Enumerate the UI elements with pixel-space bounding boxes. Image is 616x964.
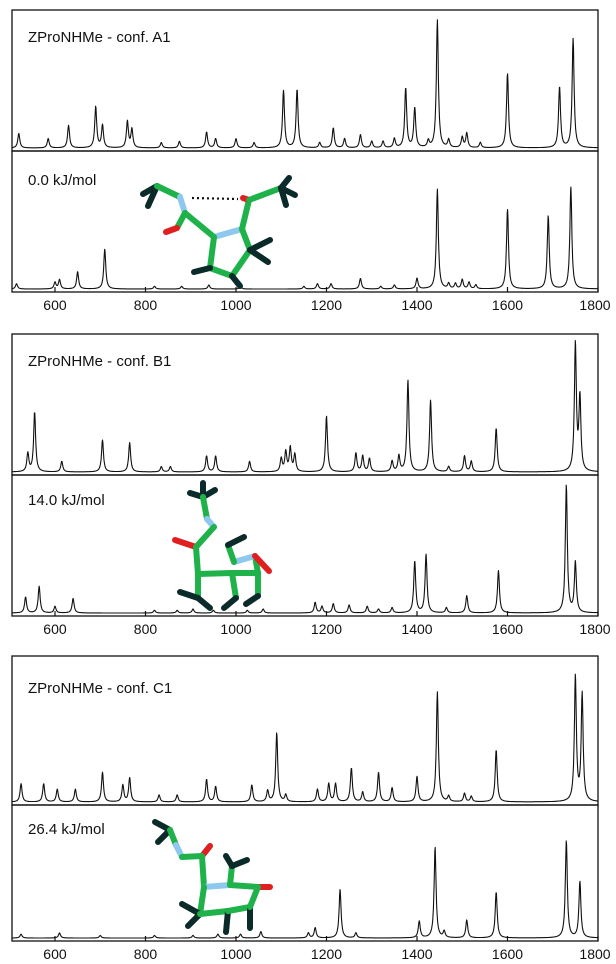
x-axis-c1: 600 800 1000 1200 1400 1600 1800	[43, 936, 611, 962]
x-tick-label: 1600	[492, 621, 523, 637]
panel-label: ZProNHMe - conf. B1	[28, 353, 171, 370]
panel-frame	[11, 655, 599, 806]
x-tick-label: 1800	[579, 621, 610, 637]
figure-c1: ZProNHMe - conf. C1 26.4 kJ/mol	[11, 655, 611, 962]
x-tick-label: 800	[134, 621, 158, 637]
spectrum-line	[11, 484, 598, 614]
x-tick-label: 600	[43, 621, 67, 637]
panel-label: ZProNHMe - conf. C1	[28, 680, 172, 697]
molecule-a1	[140, 175, 298, 289]
spectrum-line	[11, 673, 598, 803]
x-tick-label: 600	[43, 297, 67, 313]
panel-c1-bottom: 26.4 kJ/mol	[11, 804, 599, 942]
spectrum-line	[11, 186, 598, 290]
x-tick-label: 1400	[401, 297, 432, 313]
spectrum-line	[11, 340, 598, 473]
panel-frame	[11, 150, 599, 293]
panel-frame	[11, 804, 599, 942]
spectrum-line	[11, 19, 598, 149]
x-tick-label: 1200	[311, 621, 342, 637]
panel-b1-bottom: 14.0 kJ/mol	[11, 474, 599, 617]
x-tick-label: 800	[134, 946, 158, 962]
x-tick-label: 800	[134, 297, 158, 313]
x-tick-label: 1000	[220, 621, 251, 637]
panel-label: 0.0 kJ/mol	[28, 172, 96, 189]
panel-label: ZProNHMe - conf. A1	[28, 29, 171, 46]
panel-label: 14.0 kJ/mol	[28, 492, 105, 509]
figure-b1: ZProNHMe - conf. B1 14.0 kJ/mol	[11, 333, 611, 637]
x-tick-label: 1000	[220, 297, 251, 313]
x-tick-label: 1200	[311, 946, 342, 962]
molecule-c1	[152, 819, 273, 935]
x-tick-label: 1400	[401, 946, 432, 962]
x-axis-b1: 600 800 1000 1200 1400 1600 1800	[43, 611, 611, 637]
figure-a1: ZProNHMe - conf. A1 0.0 kJ/mol	[11, 9, 611, 313]
x-tick-label: 600	[43, 946, 67, 962]
panel-a1-bottom: 0.0 kJ/mol	[11, 150, 599, 293]
molecule-b1	[172, 480, 272, 611]
x-tick-label: 1800	[579, 946, 610, 962]
x-tick-label: 1600	[492, 946, 523, 962]
x-tick-label: 1400	[401, 621, 432, 637]
spectrum-line	[11, 840, 598, 939]
panel-b1-top: ZProNHMe - conf. B1	[11, 333, 599, 476]
x-tick-label: 1800	[579, 297, 610, 313]
x-tick-label: 1000	[220, 946, 251, 962]
x-tick-label: 1200	[311, 297, 342, 313]
x-tick-label: 1600	[492, 297, 523, 313]
x-axis-a1: 600 800 1000 1200 1400 1600 1800	[43, 287, 611, 313]
panel-label: 26.4 kJ/mol	[28, 821, 105, 838]
panel-frame	[11, 474, 599, 617]
panel-a1-top: ZProNHMe - conf. A1	[11, 9, 599, 152]
panel-c1-top: ZProNHMe - conf. C1	[11, 655, 599, 806]
